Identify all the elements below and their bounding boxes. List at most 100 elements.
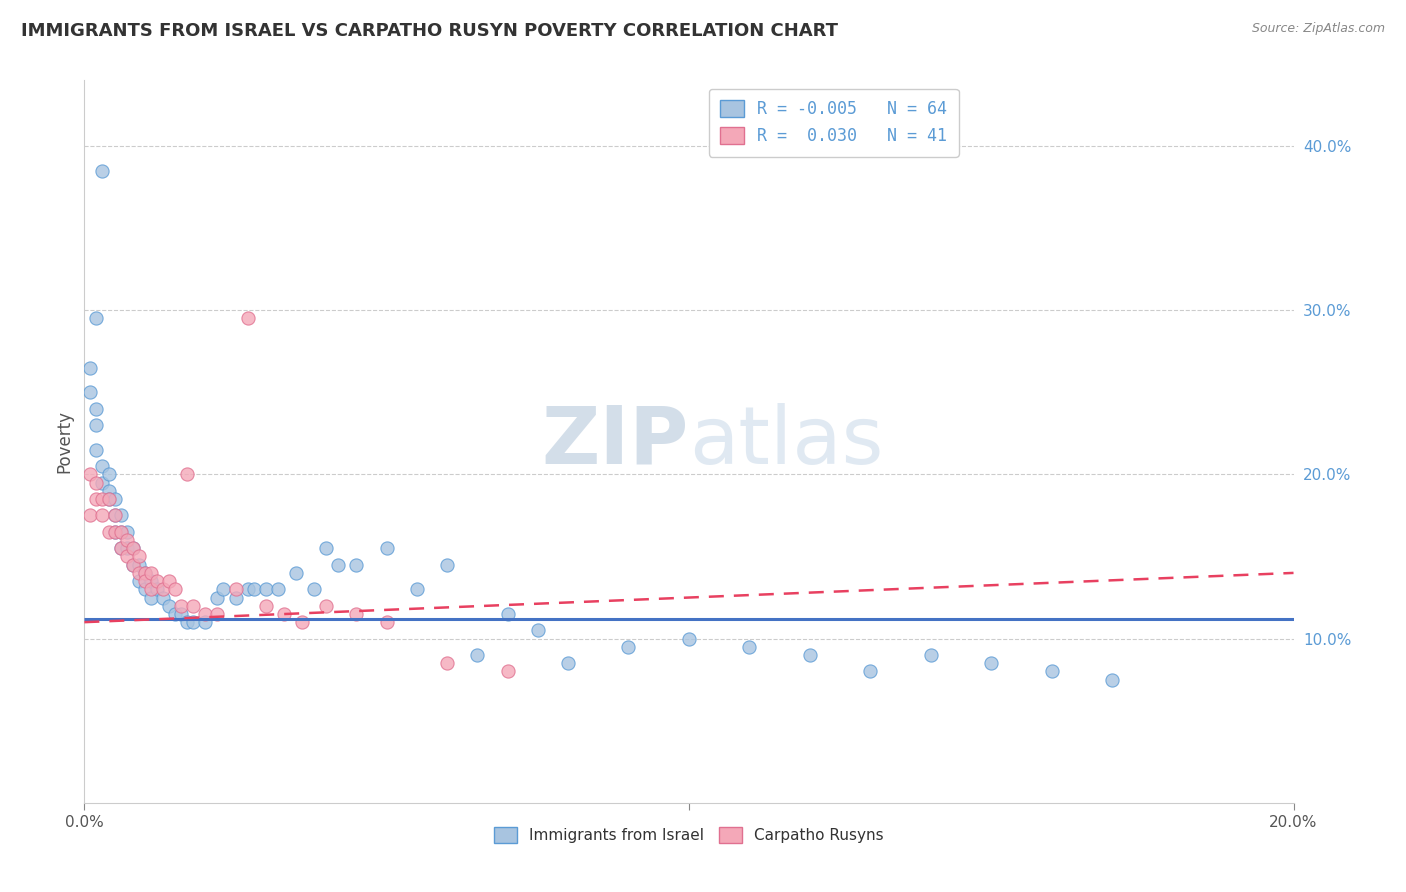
Point [242,582,264,597]
Point [527,624,550,638]
Point [496,665,519,679]
Point [110,541,132,556]
Point [139,582,162,597]
Point [152,591,174,605]
Point [170,607,193,621]
Text: ZIP: ZIP [541,402,689,481]
Point [225,591,247,605]
Point [375,541,398,556]
Point [315,599,337,613]
Point [207,591,229,605]
Point [285,566,308,580]
Point [115,541,138,556]
Y-axis label: Poverty: Poverty [55,410,73,473]
Point [128,558,150,572]
Point [91,508,114,523]
Point [799,648,821,662]
Point [207,607,229,621]
Point [91,491,114,506]
Point [115,533,138,547]
Point [375,615,398,630]
Point [1101,673,1123,687]
Point [496,607,519,621]
Point [97,483,120,498]
Point [146,574,169,588]
Point [104,508,127,523]
Point [121,541,143,556]
Point [128,574,150,588]
Point [86,401,108,416]
Point [110,524,132,539]
Point [165,607,187,621]
Point [236,582,259,597]
Point [980,657,1002,671]
Point [346,558,368,572]
Point [254,582,277,597]
Point [738,640,761,654]
Point [176,615,198,630]
Point [267,582,290,597]
Point [436,558,458,572]
Point [146,582,169,597]
Point [86,442,108,457]
Text: Source: ZipAtlas.com: Source: ZipAtlas.com [1251,22,1385,36]
Text: atlas: atlas [689,402,883,481]
Point [194,607,217,621]
Point [467,648,489,662]
Point [859,665,882,679]
Point [134,566,156,580]
Point [346,607,368,621]
Point [134,582,156,597]
Point [236,311,259,326]
Text: IMMIGRANTS FROM ISRAEL VS CARPATHO RUSYN POVERTY CORRELATION CHART: IMMIGRANTS FROM ISRAEL VS CARPATHO RUSYN… [21,22,838,40]
Point [86,475,108,490]
Point [79,467,101,482]
Point [165,582,187,597]
Point [139,566,162,580]
Point [104,508,127,523]
Point [139,591,162,605]
Point [170,599,193,613]
Point [86,311,108,326]
Point [291,615,314,630]
Point [176,467,198,482]
Point [678,632,700,646]
Point [406,582,429,597]
Point [1040,665,1063,679]
Point [557,657,579,671]
Point [104,524,127,539]
Point [97,491,120,506]
Point [302,582,325,597]
Point [86,491,108,506]
Point [97,524,120,539]
Point [134,574,156,588]
Point [254,599,277,613]
Point [157,599,180,613]
Point [104,524,127,539]
Point [128,549,150,564]
Point [79,385,101,400]
Point [436,657,458,671]
Legend: Immigrants from Israel, Carpatho Rusyns: Immigrants from Israel, Carpatho Rusyns [488,822,890,849]
Point [110,541,132,556]
Point [91,163,114,178]
Point [181,599,204,613]
Point [79,508,101,523]
Point [121,541,143,556]
Point [152,582,174,597]
Point [110,524,132,539]
Point [115,549,138,564]
Point [194,615,217,630]
Point [181,615,204,630]
Point [115,524,138,539]
Point [273,607,295,621]
Point [86,418,108,433]
Point [91,475,114,490]
Point [328,558,350,572]
Point [121,558,143,572]
Point [617,640,640,654]
Point [315,541,337,556]
Point [79,360,101,375]
Point [212,582,235,597]
Point [920,648,942,662]
